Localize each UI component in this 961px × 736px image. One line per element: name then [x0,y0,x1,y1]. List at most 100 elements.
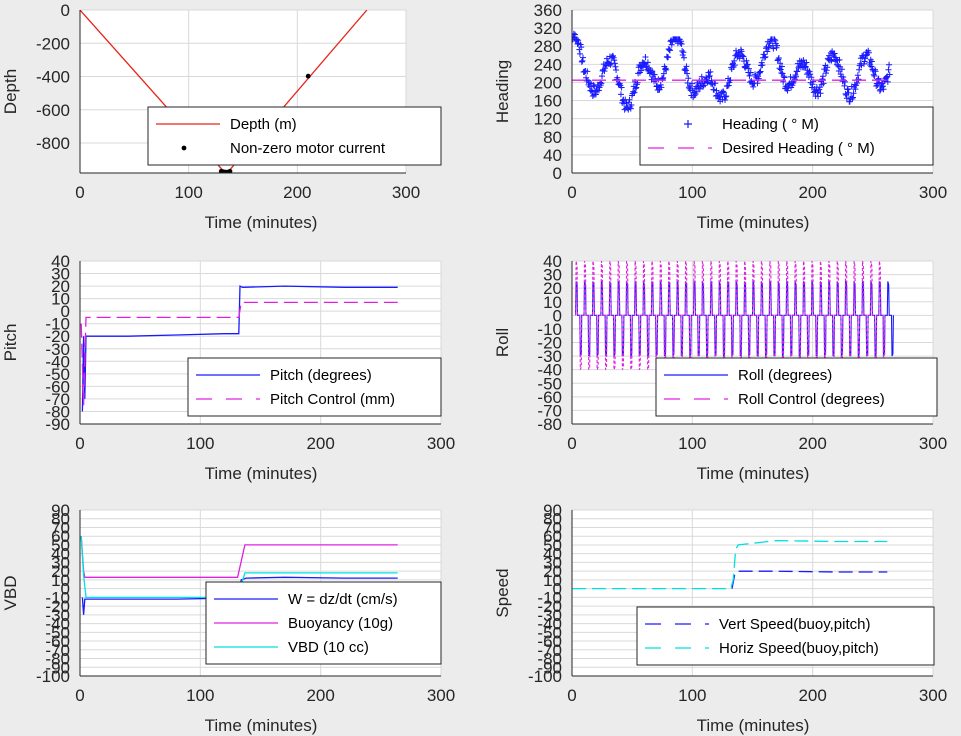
legend-label: Heading ( ° M) [722,116,819,133]
series-vbd-2-line [80,536,398,599]
series-group-speed [572,539,888,590]
y-tick-label: 80 [543,510,562,529]
y-tick-label: 20 [51,562,70,581]
y-tick-label: -100 [36,667,70,686]
x-tick-label: 200 [306,434,334,453]
y-tick-label: 0 [553,306,562,325]
legend-label: Depth (m) [230,116,297,133]
y-tick-label: 20 [543,562,562,581]
y-tick-label: 0 [61,580,70,599]
y-tick-label: -70 [537,401,562,420]
x-tick-label: 300 [427,434,455,453]
y-tick-label: 80 [543,128,562,147]
y-tick-label: -90 [45,415,70,434]
y-tick-label: 90 [51,501,70,520]
legend-roll: Roll (degrees) Roll Control (degrees) [655,357,938,417]
x-axis-label: Time (minutes) [205,213,318,232]
legend-label: W = dz/dt (cm/s) [288,591,398,608]
y-tick-label: 0 [553,164,562,183]
x-tick-label: 100 [186,434,214,453]
y-axis-label: Heading [493,60,512,123]
y-tick-label: 30 [51,553,70,572]
series-depth-1-point [305,73,311,79]
legend-pitch: Pitch (degrees) Pitch Control (mm) [187,357,442,417]
y-tick-label: -50 [537,374,562,393]
y-tick-label: 120 [534,110,562,129]
y-tick-label: 50 [543,536,562,555]
x-tick-label: 100 [678,686,706,705]
x-tick-label: 100 [678,434,706,453]
y-tick-label: 0 [61,302,70,321]
legend-box [655,357,938,417]
y-tick-label: -80 [537,415,562,434]
y-tick-label: -50 [537,623,562,642]
x-tick-label: 100 [678,183,706,202]
chart-roll: 0 100 200 300403020100-10-20-30-40-50-60-70… [493,252,947,483]
legend-label: Pitch (degrees) [270,367,372,384]
y-tick-label: -60 [45,377,70,396]
series-roll-1-line [575,261,886,370]
y-axis-label: Pitch [1,324,20,362]
x-tick-label: 100 [174,183,202,202]
y-tick-label: 10 [543,571,562,590]
y-tick-label: 360 [534,1,562,20]
y-tick-label: 40 [543,252,562,271]
legend-label: VBD (10 cc) [288,639,369,656]
x-tick-label: 200 [306,686,334,705]
legend-box [187,357,442,417]
y-tick-label: 160 [534,92,562,111]
y-tick-label: -400 [36,68,70,87]
y-tick-label: -200 [36,34,70,53]
y-tick-label: -70 [45,641,70,660]
legend-label: Pitch Control (mm) [270,391,395,408]
y-tick-label: 320 [534,19,562,38]
y-tick-label: 40 [51,545,70,564]
y-tick-label: -80 [45,650,70,669]
y-tick-label: 0 [61,1,70,20]
x-tick-label: 200 [798,434,826,453]
legend-swatch [684,120,692,128]
y-tick-label: 20 [543,279,562,298]
series-group-heading [572,30,893,113]
series-speed-1-line [572,539,888,590]
y-tick-label: 60 [51,527,70,546]
y-tick-label: -30 [537,347,562,366]
series-group-depth [80,10,368,173]
chart-pitch: 0 100 200 300403020100-10-20-30-40-50-60-70… [1,252,455,483]
x-tick-label: 100 [186,686,214,705]
y-tick-label: -60 [45,632,70,651]
x-tick-label: 200 [798,686,826,705]
y-tick-label: -10 [45,315,70,334]
y-tick-label: 30 [51,265,70,284]
y-tick-label: -600 [36,101,70,120]
x-tick-label: 300 [919,183,947,202]
series-group-roll [575,261,894,370]
y-tick-label: -100 [528,667,562,686]
x-axis-label: Time (minutes) [205,464,318,483]
y-tick-label: -10 [45,588,70,607]
chart-vbd: 0 100 200 3009080706050403020100-10-20-30-4… [1,501,455,735]
chart-speed: 0 100 200 3009080706050403020100-10-20-30-4… [493,501,947,735]
legend-box [639,106,934,166]
y-tick-label: 10 [51,290,70,309]
y-tick-label: 30 [543,266,562,285]
legend-speed: Vert Speed(buoy,pitch) Horiz Speed(buoy,p… [636,606,935,666]
y-tick-label: -50 [45,623,70,642]
legend-label: Horiz Speed(buoy,pitch) [719,640,879,657]
y-tick-label: -40 [45,352,70,371]
y-tick-label: -40 [537,615,562,634]
y-tick-label: 90 [543,501,562,520]
y-tick-label: -30 [45,340,70,359]
x-tick-label: 300 [919,434,947,453]
legend-label: Roll (degrees) [738,367,832,384]
y-tick-label: 10 [543,293,562,312]
y-tick-label: 10 [51,571,70,590]
y-tick-label: 30 [543,553,562,572]
legend-vbd: W = dz/dt (cm/s) Buoyancy (10g) VBD (10 cc… [205,581,442,665]
y-tick-label: 50 [51,536,70,555]
legend-label: Vert Speed(buoy,pitch) [719,616,870,633]
y-tick-label: 40 [543,146,562,165]
y-tick-label: -20 [45,597,70,616]
legend-label: Desired Heading ( ° M) [722,140,875,157]
